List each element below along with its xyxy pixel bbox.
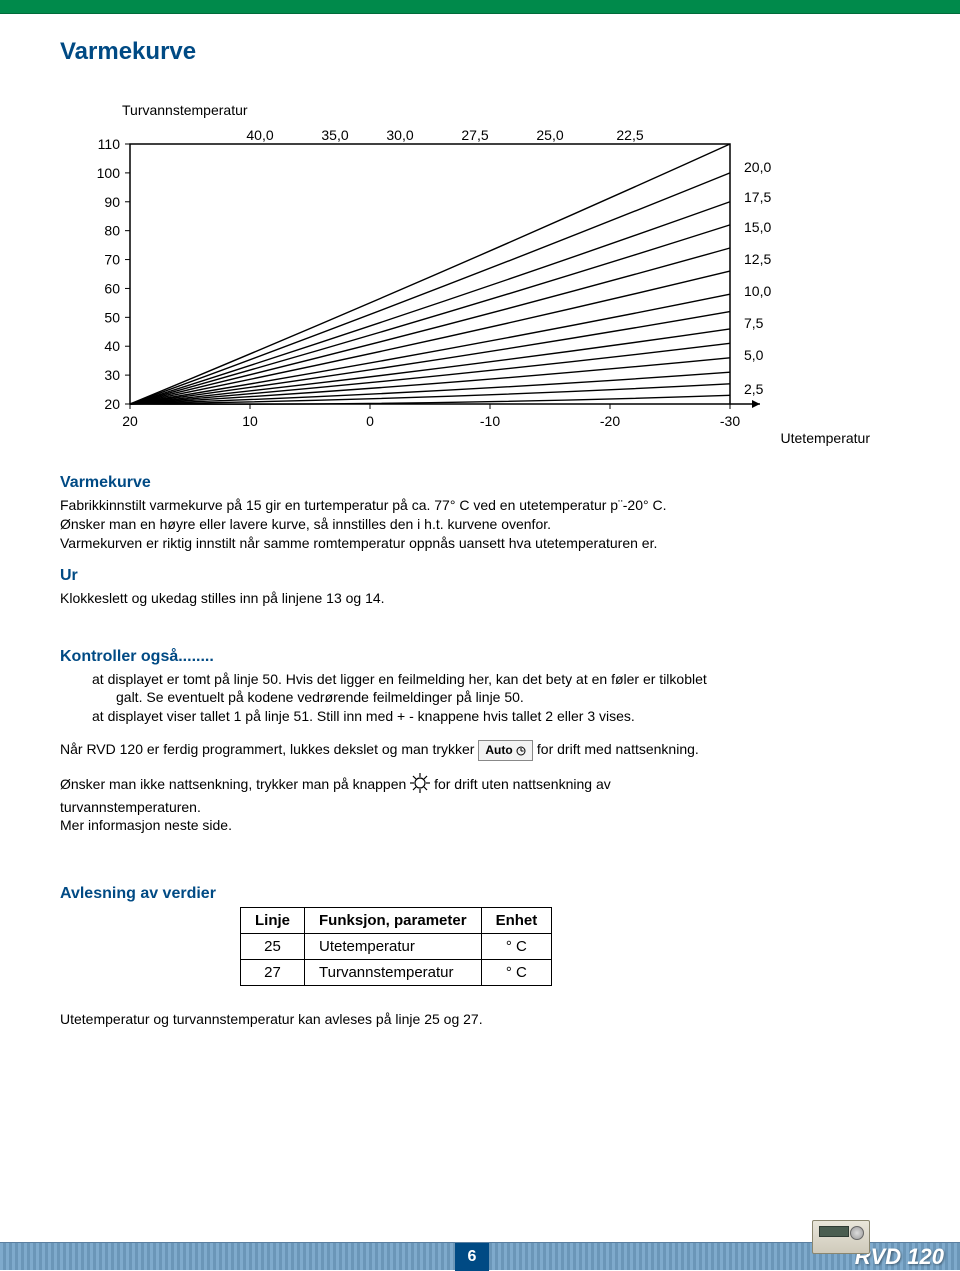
page-number: 6 — [455, 1243, 489, 1271]
svg-text:30,0: 30,0 — [386, 127, 413, 143]
kontroller-p3-row: Når RVD 120 er ferdig programmert, lukke… — [60, 740, 900, 760]
svg-text:25,0: 25,0 — [536, 127, 563, 143]
svg-text:40,0: 40,0 — [246, 127, 273, 143]
kontroller-p5: turvannstemperaturen. — [60, 798, 900, 817]
kontroller-p4a: Ønsker man ikke nattsenkning, trykker ma… — [60, 776, 406, 792]
chart-svg: 110100908070605040302020100-10-20-3040,0… — [60, 124, 880, 454]
auto-button-label: Auto — [485, 743, 512, 757]
svg-text:40: 40 — [104, 338, 120, 354]
svg-text:60: 60 — [104, 280, 120, 296]
clock-icon — [516, 746, 526, 756]
section-kontroller: Kontroller også........ at displayet er … — [60, 648, 900, 836]
heading-varmekurve: Varmekurve — [60, 474, 900, 492]
svg-text:7,5: 7,5 — [744, 315, 764, 331]
page-content: Varmekurve Turvannstemperatur 1101009080… — [0, 14, 960, 1029]
heading-kontroller: Kontroller også........ — [60, 648, 900, 666]
heating-curve-chart: Turvannstemperatur 110100908070605040302… — [60, 102, 900, 446]
varmekurve-line1: Fabrikkinnstilt varmekurve på 15 gir en … — [60, 496, 900, 515]
avlesning-note: Utetemperatur og turvannstemperatur kan … — [60, 1010, 900, 1029]
auto-button[interactable]: Auto — [478, 740, 533, 760]
section-ur: Ur Klokkeslett og ukedag stilles inn på … — [60, 567, 900, 608]
kontroller-p4-row: Ønsker man ikke nattsenkning, trykker ma… — [60, 773, 900, 798]
svg-text:10: 10 — [242, 413, 258, 429]
heading-ur: Ur — [60, 567, 900, 585]
svg-text:27,5: 27,5 — [461, 127, 488, 143]
values-table: Linje Funksjon, parameter Enhet 25 Utete… — [240, 907, 552, 986]
kontroller-p3b: for drift med nattsenkning. — [537, 741, 699, 757]
cell-enhet: ° C — [481, 934, 552, 960]
cell-linje: 27 — [241, 960, 305, 986]
svg-text:5,0: 5,0 — [744, 347, 764, 363]
col-funksjon: Funksjon, parameter — [305, 908, 482, 934]
table-header-row: Linje Funksjon, parameter Enhet — [241, 908, 552, 934]
chart-y-axis-label: Turvannstemperatur — [122, 102, 900, 118]
svg-text:90: 90 — [104, 194, 120, 210]
svg-text:35,0: 35,0 — [321, 127, 348, 143]
device-thumbnail — [812, 1220, 870, 1254]
svg-text:15,0: 15,0 — [744, 219, 771, 235]
kontroller-b2: at displayet viser tallet 1 på linje 51.… — [92, 707, 900, 726]
page-footer: 6 RVD 120 — [0, 1220, 960, 1270]
table-row: 25 Utetemperatur ° C — [241, 934, 552, 960]
svg-text:30: 30 — [104, 367, 120, 383]
ur-line1: Klokkeslett og ukedag stilles inn på lin… — [60, 589, 900, 608]
svg-text:50: 50 — [104, 309, 120, 325]
svg-text:0: 0 — [366, 413, 374, 429]
chart-x-axis-label: Utetemperatur — [60, 430, 870, 446]
svg-text:20: 20 — [122, 413, 138, 429]
cell-funksjon: Turvannstemperatur — [305, 960, 482, 986]
svg-text:110: 110 — [98, 136, 121, 152]
cell-enhet: ° C — [481, 960, 552, 986]
sun-icon[interactable] — [410, 773, 430, 798]
svg-text:80: 80 — [104, 223, 120, 239]
heading-avlesning: Avlesning av verdier — [60, 885, 900, 903]
kontroller-b1b: galt. Se eventuelt på kodene vedrørende … — [116, 688, 900, 707]
page-title: Varmekurve — [60, 38, 900, 66]
svg-text:-30: -30 — [720, 413, 740, 429]
svg-text:20: 20 — [104, 396, 120, 412]
col-linje: Linje — [241, 908, 305, 934]
svg-text:2,5: 2,5 — [744, 381, 764, 397]
table-row: 27 Turvannstemperatur ° C — [241, 960, 552, 986]
kontroller-p6: Mer informasjon neste side. — [60, 816, 900, 835]
cell-funksjon: Utetemperatur — [305, 934, 482, 960]
kontroller-b1a: at displayet er tomt på linje 50. Hvis d… — [92, 670, 900, 689]
svg-text:100: 100 — [97, 165, 121, 181]
svg-text:10,0: 10,0 — [744, 283, 771, 299]
kontroller-p3a: Når RVD 120 er ferdig programmert, lukke… — [60, 741, 474, 757]
varmekurve-line2: Ønsker man en høyre eller lavere kurve, … — [60, 515, 900, 534]
cell-linje: 25 — [241, 934, 305, 960]
svg-text:22,5: 22,5 — [616, 127, 643, 143]
svg-text:-20: -20 — [600, 413, 620, 429]
svg-text:12,5: 12,5 — [744, 251, 771, 267]
kontroller-p4b: for drift uten nattsenkning av — [434, 776, 611, 792]
svg-text:70: 70 — [104, 252, 120, 268]
section-varmekurve: Varmekurve Fabrikkinnstilt varmekurve på… — [60, 474, 900, 553]
col-enhet: Enhet — [481, 908, 552, 934]
section-avlesning: Avlesning av verdier Linje Funksjon, par… — [60, 885, 900, 1029]
top-green-bar — [0, 0, 960, 14]
svg-text:17,5: 17,5 — [744, 189, 771, 205]
varmekurve-line3: Varmekurven er riktig innstilt når samme… — [60, 534, 900, 553]
svg-text:20,0: 20,0 — [744, 159, 771, 175]
svg-text:-10: -10 — [480, 413, 500, 429]
